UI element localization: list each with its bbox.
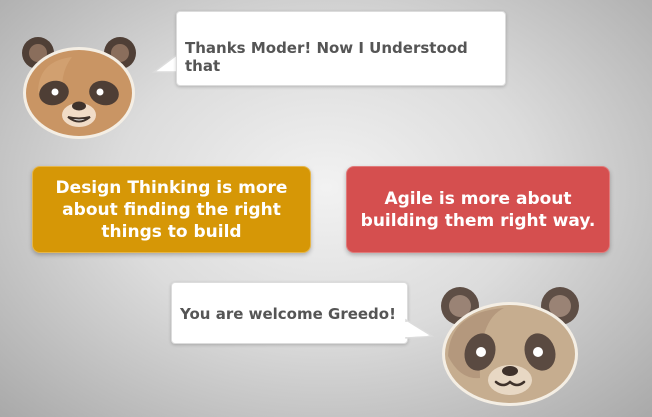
speech-bubble-tail bbox=[151, 52, 180, 73]
moder-speech-bubble: You are welcome Greedo! bbox=[171, 282, 408, 344]
greedo-speech-bubble: Thanks Moder! Now I Understood that bbox=[176, 11, 506, 86]
design-thinking-text: Design Thinking is more about finding th… bbox=[55, 177, 288, 242]
design-thinking-card: Design Thinking is more about finding th… bbox=[32, 166, 311, 253]
greedo-message: Thanks Moder! Now I Understood that bbox=[185, 39, 468, 75]
agile-text: Agile is more about building them right … bbox=[360, 188, 596, 231]
panda-avatar-moder-icon bbox=[441, 287, 579, 406]
agile-card: Agile is more about building them right … bbox=[346, 166, 610, 253]
moder-message: You are welcome Greedo! bbox=[180, 305, 396, 323]
speech-bubble-tail bbox=[404, 318, 435, 339]
panda-avatar-greedo-icon bbox=[22, 37, 136, 139]
